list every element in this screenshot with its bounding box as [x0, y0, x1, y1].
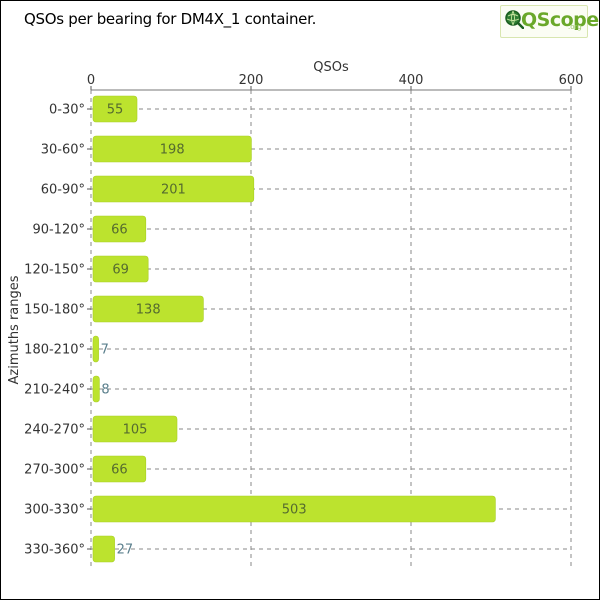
bar[interactable]: [92, 95, 138, 123]
bar-value-label: 7: [101, 343, 109, 358]
y-tick-label: 300-330°: [24, 503, 85, 518]
y-tick-label: 30-60°: [41, 143, 85, 158]
y-tick-label: 210-240°: [24, 383, 85, 398]
bar-value-label: 55: [107, 103, 124, 118]
y-tick-label: 240-270°: [24, 423, 85, 438]
x-axis-label: QSOs: [313, 60, 349, 75]
bar-value-label: 66: [111, 223, 128, 238]
bar[interactable]: [92, 455, 147, 483]
y-tick-label: 270-300°: [24, 463, 85, 478]
bar[interactable]: [92, 375, 100, 403]
bar-value-label: 8: [101, 383, 109, 398]
x-tick-label: 400: [399, 73, 424, 88]
logo-text: QScope: [521, 9, 599, 31]
magnifier-globe-icon: [505, 10, 524, 29]
bar-value-label: 69: [112, 263, 129, 278]
bar-value-label: 503: [282, 503, 307, 518]
logo-subtext: .org: [568, 23, 582, 31]
bar-value-label: 138: [136, 303, 161, 318]
bar[interactable]: [92, 295, 204, 323]
label-layer: 0 200 400 600 0-30° 55 30-60° 198 60-90° 201 90-12…: [24, 73, 583, 558]
bar-value-label: 27: [117, 543, 134, 558]
y-tick-label: 90-120°: [32, 223, 85, 238]
chart-title: QSOs per bearing for DM4X_1 container.: [24, 10, 317, 28]
qscope-logo[interactable]: QScope .org: [500, 5, 599, 38]
y-tick-label: 120-150°: [24, 263, 85, 278]
bar[interactable]: [92, 535, 115, 563]
bar[interactable]: [92, 135, 252, 163]
y-tick-label: 180-210°: [24, 343, 85, 358]
bar[interactable]: [92, 175, 255, 203]
bar[interactable]: [92, 255, 149, 283]
x-tick-label: 600: [559, 73, 584, 88]
bar-value-label: 66: [111, 463, 128, 478]
bar-value-label: 198: [160, 143, 185, 158]
bar[interactable]: [92, 415, 178, 443]
x-tick-label: 0: [87, 73, 95, 88]
y-axis-label: Azimuths ranges: [7, 275, 22, 384]
bar[interactable]: [92, 495, 496, 523]
y-tick-label: 150-180°: [24, 303, 85, 318]
bar[interactable]: [92, 335, 99, 363]
y-tick-label: 0-30°: [49, 103, 85, 118]
y-tick-label: 60-90°: [41, 183, 85, 198]
bar-value-label: 105: [123, 423, 148, 438]
bar[interactable]: [92, 215, 147, 243]
bar-layer: [92, 95, 496, 563]
y-tick-label: 330-360°: [24, 543, 85, 558]
bar-value-label: 201: [161, 183, 186, 198]
x-tick-label: 200: [239, 73, 264, 88]
